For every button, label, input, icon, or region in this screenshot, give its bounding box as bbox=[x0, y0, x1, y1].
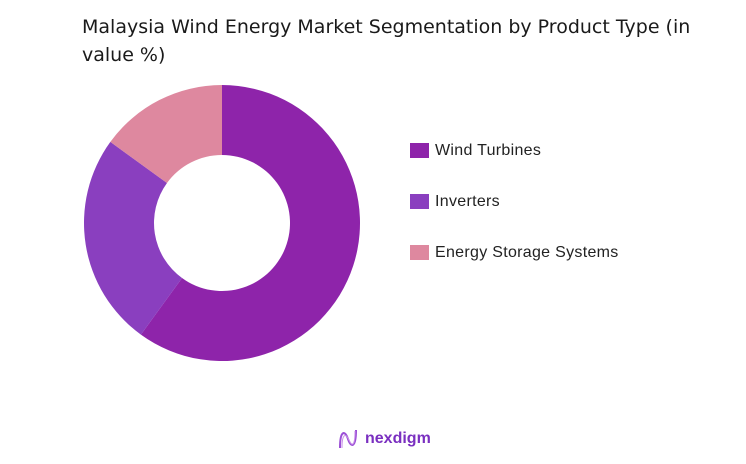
legend-item-wind-turbines: Wind Turbines bbox=[410, 138, 619, 163]
legend: Wind Turbines Inverters Energy Storage S… bbox=[410, 138, 619, 291]
logo-text: nexdigm bbox=[365, 430, 431, 447]
nexdigm-logo: nexdigm bbox=[337, 428, 431, 450]
legend-label: Wind Turbines bbox=[435, 141, 542, 159]
donut-slice-wind-turbines bbox=[140, 85, 360, 361]
donut-slice-energy-storage-systems bbox=[110, 85, 222, 184]
legend-item-inverters: Inverters bbox=[410, 189, 619, 214]
legend-item-energy-storage: Energy Storage Systems bbox=[410, 240, 619, 265]
legend-swatch bbox=[410, 245, 429, 260]
chart-title: Malaysia Wind Energy Market Segmentation… bbox=[82, 16, 691, 66]
logo-wave-icon bbox=[339, 429, 357, 449]
legend-swatch bbox=[410, 194, 429, 209]
legend-label: Inverters bbox=[435, 192, 500, 210]
legend-label: Energy Storage Systems bbox=[435, 243, 619, 261]
legend-swatch bbox=[410, 143, 429, 158]
donut-slice-inverters bbox=[83, 141, 183, 335]
